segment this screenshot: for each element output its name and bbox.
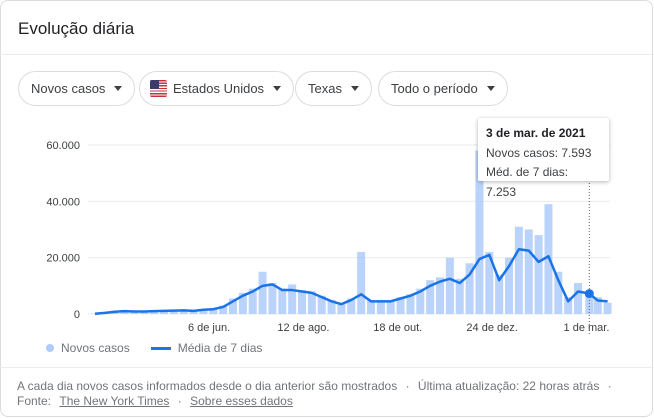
- bar: [485, 252, 494, 314]
- bar: [317, 295, 326, 314]
- bar: [455, 278, 464, 314]
- bar: [574, 283, 583, 314]
- footer-note: A cada dia novos casos informados desde …: [17, 379, 398, 393]
- bar: [367, 299, 376, 314]
- country-dropdown[interactable]: Estados Unidos: [139, 71, 295, 106]
- y-tick-label: 40.000: [46, 196, 80, 208]
- separator: ·: [405, 379, 410, 393]
- y-tick-label: 20.000: [46, 253, 80, 265]
- x-tick-label: 6 de jun.: [188, 322, 230, 334]
- bar: [406, 294, 415, 314]
- bar-legend-swatch: [46, 344, 54, 352]
- about-data-link[interactable]: Sobre esses dados: [190, 394, 293, 408]
- tooltip-new-cases: Novos casos: 7.593: [486, 145, 592, 160]
- bar: [209, 308, 218, 314]
- bar: [554, 271, 563, 314]
- bar: [307, 291, 316, 314]
- bar: [603, 302, 612, 314]
- bar: [238, 292, 247, 314]
- bar: [169, 310, 178, 314]
- y-tick-label: 60.000: [46, 140, 80, 152]
- bar: [593, 297, 602, 314]
- source-label: Fonte:: [17, 394, 52, 408]
- state-label: Texas: [308, 81, 342, 96]
- bar: [426, 280, 435, 314]
- footer-source-line: Fonte: The New York Times · Sobre esses …: [17, 394, 293, 408]
- card-title: Evolução diária: [18, 19, 135, 38]
- divider: [0, 367, 654, 368]
- caret-down-icon: [350, 86, 359, 91]
- y-tick-label: 0: [74, 309, 80, 321]
- us-flag-icon: [150, 80, 167, 97]
- tooltip-average: Méd. de 7 dias: 7.253: [486, 165, 569, 199]
- bar: [564, 297, 573, 314]
- daily-cases-chart[interactable]: 0 20.000 40.000 60.000 6 de jun. 12 de ago. 18…: [0, 0, 654, 340]
- bar: [416, 288, 425, 314]
- caret-down-icon: [114, 86, 123, 91]
- bar: [376, 299, 385, 314]
- bar: [229, 298, 238, 314]
- x-tick-label: 24 de dez.: [466, 322, 517, 334]
- hover-point: [584, 289, 594, 299]
- country-label: Estados Unidos: [173, 81, 265, 96]
- separator: ·: [607, 379, 612, 393]
- tooltip-date: 3 de mar. de 2021: [486, 126, 586, 140]
- bar: [258, 271, 267, 314]
- bar: [327, 299, 336, 314]
- bar: [337, 302, 346, 314]
- metric-dropdown[interactable]: Novos casos: [18, 71, 136, 106]
- bar: [298, 290, 307, 314]
- x-tick-label: 18 de out.: [373, 322, 422, 334]
- line-legend-swatch: [150, 346, 171, 350]
- bar: [278, 288, 287, 314]
- bar: [288, 284, 297, 314]
- bar: [495, 274, 504, 314]
- bar: [534, 235, 543, 314]
- bar: [189, 310, 198, 314]
- bar: [160, 310, 169, 314]
- x-tick-label: 12 de ago.: [277, 322, 329, 334]
- metric-label: Novos casos: [31, 81, 106, 96]
- bar: [465, 263, 474, 314]
- separator: ·: [177, 394, 182, 408]
- caret-down-icon: [273, 86, 282, 91]
- period-label: Todo o período: [391, 81, 478, 96]
- average-line: [94, 247, 608, 315]
- source-link[interactable]: The New York Times: [59, 394, 170, 408]
- chart-legend: Novos casos Média de 7 dias: [46, 341, 262, 355]
- bar: [386, 299, 395, 314]
- bar: [505, 257, 514, 314]
- last-updated: Última atualização: 22 horas atrás: [417, 379, 600, 393]
- bar: [150, 310, 159, 314]
- bar: [130, 311, 139, 314]
- bar: [268, 283, 277, 314]
- bar: [248, 288, 257, 314]
- bar: [120, 310, 129, 314]
- bar: [514, 226, 523, 314]
- bar: [475, 150, 484, 314]
- footer-note-line: A cada dia novos casos informados desde …: [17, 379, 612, 393]
- x-tick-label: 1 de mar.: [564, 322, 610, 334]
- bar: [436, 277, 445, 314]
- chart-tooltip: 3 de mar. de 2021 Novos casos: 7.593 Méd…: [478, 118, 609, 199]
- bar: [179, 310, 188, 314]
- bar: [219, 305, 228, 314]
- bar: [357, 252, 366, 314]
- divider: [0, 54, 654, 55]
- legend-new-cases: Novos casos: [61, 341, 130, 355]
- bar: [199, 309, 208, 314]
- period-dropdown[interactable]: Todo o período: [378, 71, 508, 106]
- bar: [396, 297, 405, 314]
- legend-average: Média de 7 dias: [177, 341, 263, 355]
- caret-down-icon: [486, 86, 495, 91]
- bar: [445, 257, 454, 314]
- bar: [347, 298, 356, 314]
- state-dropdown[interactable]: Texas: [295, 71, 372, 106]
- bar: [524, 229, 533, 314]
